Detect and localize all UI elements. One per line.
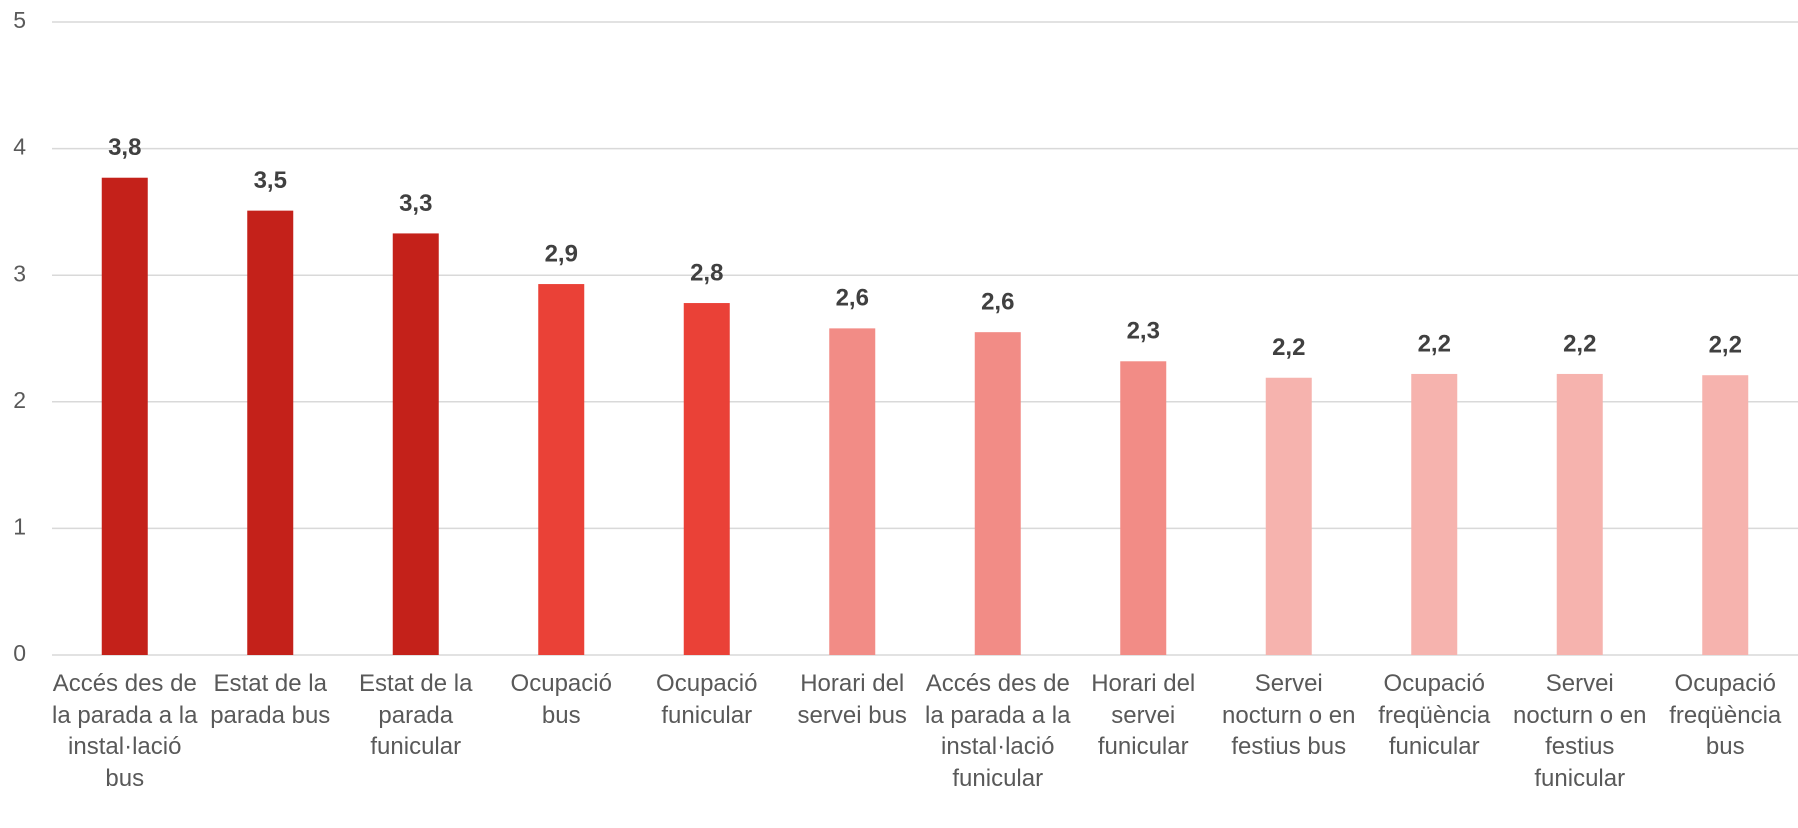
value-label: 2,6	[836, 285, 869, 312]
x-tick-label: Estat de la parada funicular	[359, 670, 473, 760]
value-label: 3,8	[108, 134, 141, 161]
x-tick-label: Servei nocturn o en festius bus	[1222, 670, 1356, 760]
x-tick-label: Ocupació freqüència bus	[1669, 670, 1782, 760]
x-tick-label: Ocupació freqüència funicular	[1378, 670, 1491, 760]
value-label: 2,2	[1709, 332, 1742, 359]
x-tick-label: Ocupació funicular	[656, 670, 758, 729]
x-tick-label: Accés des de la parada a la instal·lació…	[925, 670, 1071, 792]
bar	[538, 284, 585, 655]
value-label: 2,6	[981, 289, 1014, 316]
y-tick-label: 2	[13, 387, 26, 413]
bar	[974, 332, 1021, 655]
bar	[1411, 373, 1458, 655]
x-tick-label: Ocupació bus	[510, 670, 612, 729]
x-tick-label: Accés des de la parada a la instal·lació…	[52, 670, 198, 792]
bar	[1120, 361, 1167, 655]
value-label: 3,5	[254, 167, 287, 194]
x-tick-label: Horari del servei funicular	[1091, 670, 1196, 760]
bar	[101, 177, 148, 655]
bar	[829, 328, 876, 655]
bar	[1556, 373, 1603, 655]
y-tick-label: 3	[13, 260, 26, 286]
value-label: 2,2	[1563, 330, 1596, 357]
y-tick-label: 5	[13, 7, 26, 33]
value-label: 3,3	[399, 190, 432, 217]
value-label: 2,9	[545, 240, 578, 267]
bar	[1702, 375, 1749, 655]
x-tick-label: Estat de la parada bus	[210, 670, 331, 729]
value-label: 2,2	[1418, 330, 1451, 357]
x-tick-label: Servei nocturn o en festius funicular	[1513, 670, 1647, 792]
value-label: 2,3	[1127, 318, 1160, 345]
y-tick-label: 1	[13, 513, 26, 539]
y-tick-label: 0	[13, 640, 26, 666]
value-label: 2,8	[690, 259, 723, 286]
y-tick-label: 4	[13, 134, 26, 160]
bar	[247, 210, 294, 655]
bar	[392, 233, 439, 655]
x-tick-label: Horari del servei bus	[797, 670, 907, 729]
bar	[1265, 377, 1312, 655]
bar	[683, 303, 730, 655]
value-label: 2,2	[1272, 334, 1305, 361]
